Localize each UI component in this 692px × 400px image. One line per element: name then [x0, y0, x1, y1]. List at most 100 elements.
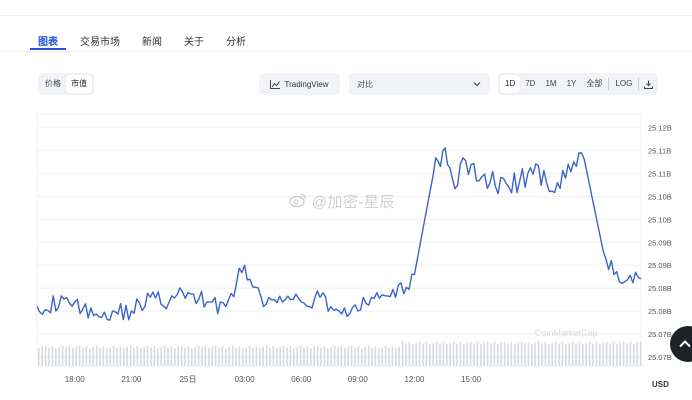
- range-7d[interactable]: 7D: [525, 79, 536, 88]
- volume-bar: [201, 347, 203, 366]
- volume-bar: [439, 343, 441, 366]
- volume-bar: [367, 345, 370, 366]
- volume-bar: [68, 346, 71, 366]
- volume-bar: [48, 347, 50, 366]
- volume-bar: [344, 348, 346, 366]
- download-button[interactable]: [640, 75, 656, 93]
- volume-bar: [123, 348, 125, 366]
- tab-analysis[interactable]: 分析: [226, 37, 246, 48]
- market-cap-option[interactable]: 市值: [66, 75, 92, 93]
- volume-bar: [503, 341, 506, 366]
- volume-bar: [401, 341, 404, 366]
- range-1m[interactable]: 1M: [545, 79, 557, 88]
- volume-bar: [388, 347, 390, 366]
- volume-bar: [140, 348, 142, 366]
- volume-bar: [242, 348, 244, 366]
- volume-bar: [235, 347, 237, 366]
- range-all[interactable]: 全部: [586, 79, 603, 88]
- volume-bar: [310, 348, 312, 366]
- volume-bar: [174, 348, 176, 366]
- volume-bar: [289, 346, 292, 366]
- chart-toolbar: 价格 市值 TradingView 对比 1D 7D 1M 1Y 全部 LOG: [0, 73, 692, 95]
- volume-bar: [320, 347, 322, 366]
- volume-bar: [150, 347, 152, 366]
- volume-bar: [514, 344, 516, 366]
- volume-bar: [109, 346, 111, 366]
- compare-select[interactable]: 对比: [349, 73, 490, 95]
- zoom-button[interactable]: [670, 326, 692, 362]
- watermark-text: @加密-星辰: [311, 194, 395, 211]
- volume-bar: [160, 346, 162, 366]
- volume-bar: [534, 342, 536, 366]
- volume-bar: [449, 342, 451, 366]
- volume-bar: [99, 347, 101, 366]
- y-tick-label: 25.08B: [648, 307, 672, 316]
- volume-bar: [119, 346, 122, 366]
- volume-bar: [163, 345, 166, 366]
- volume-bar: [588, 341, 591, 366]
- volume-bar: [112, 345, 115, 366]
- tab-news[interactable]: 新闻: [142, 37, 162, 48]
- volume-bar: [381, 346, 383, 366]
- top-border: [0, 0, 692, 16]
- volume-bar: [473, 343, 475, 366]
- volume-bar: [95, 345, 98, 366]
- volume-bar: [605, 341, 608, 366]
- volume-bar: [106, 348, 108, 366]
- volume-bar: [524, 343, 526, 366]
- volume-bar: [412, 344, 414, 366]
- volume-bar: [480, 344, 482, 366]
- volume-bar: [361, 348, 363, 366]
- volume-bar: [541, 343, 543, 366]
- volume-bar: [619, 342, 621, 366]
- tab-chart[interactable]: 图表: [30, 30, 66, 50]
- volume-bar: [55, 348, 57, 366]
- x-tick-label: 03:00: [235, 375, 256, 384]
- volume-bar: [225, 348, 227, 366]
- volume-bar: [184, 347, 186, 366]
- volume-bar: [456, 343, 458, 366]
- volume-bar: [575, 343, 577, 366]
- volume-bar: [276, 348, 278, 366]
- range-1d[interactable]: 1D: [500, 75, 521, 93]
- volume-bar: [582, 344, 584, 366]
- volume-bar: [374, 346, 377, 366]
- y-tick-label: 25.09B: [648, 261, 672, 270]
- volume-bar: [405, 343, 407, 366]
- volume-bar: [102, 346, 105, 366]
- volume-bar: [459, 342, 462, 366]
- download-icon: [643, 80, 653, 89]
- volume-bar: [435, 341, 438, 366]
- volume-bar: [238, 346, 241, 366]
- market-cap-chart[interactable]: 25.12B 25.11B 25.11B 25.10B 25.10B 25.09B 25.0…: [0, 110, 692, 400]
- tab-about[interactable]: 关于: [184, 37, 204, 48]
- volume-bar: [507, 343, 509, 366]
- volume-bar: [595, 342, 598, 366]
- volume-bar: [303, 347, 305, 366]
- volume-bar: [44, 345, 47, 366]
- log-toggle[interactable]: LOG: [615, 79, 633, 88]
- volume-bar: [323, 346, 326, 366]
- toolbar-separator: [638, 78, 640, 90]
- volume-bar: [72, 348, 74, 366]
- volume-bar: [65, 347, 67, 366]
- tabs-divider: [0, 51, 692, 52]
- volume-bar: [337, 347, 339, 366]
- volume-bar: [592, 343, 594, 366]
- volume-bar: [432, 342, 434, 366]
- time-range-selector: 1D 7D 1M 1Y 全部 LOG: [498, 73, 659, 95]
- volume-bar: [177, 346, 179, 366]
- volume-bar: [208, 348, 210, 366]
- range-1y[interactable]: 1Y: [566, 79, 577, 88]
- tab-markets[interactable]: 交易市场: [80, 37, 120, 48]
- tradingview-button[interactable]: TradingView: [259, 73, 340, 95]
- price-option[interactable]: 价格: [45, 79, 61, 88]
- volume-bar: [639, 341, 642, 366]
- volume-bar: [469, 341, 472, 366]
- volume-bar: [476, 342, 479, 366]
- volume-bar: [520, 341, 523, 366]
- volume-bar: [371, 347, 373, 366]
- volume-bar: [330, 346, 332, 366]
- volume-bar: [378, 348, 380, 366]
- volume-bar: [609, 343, 611, 366]
